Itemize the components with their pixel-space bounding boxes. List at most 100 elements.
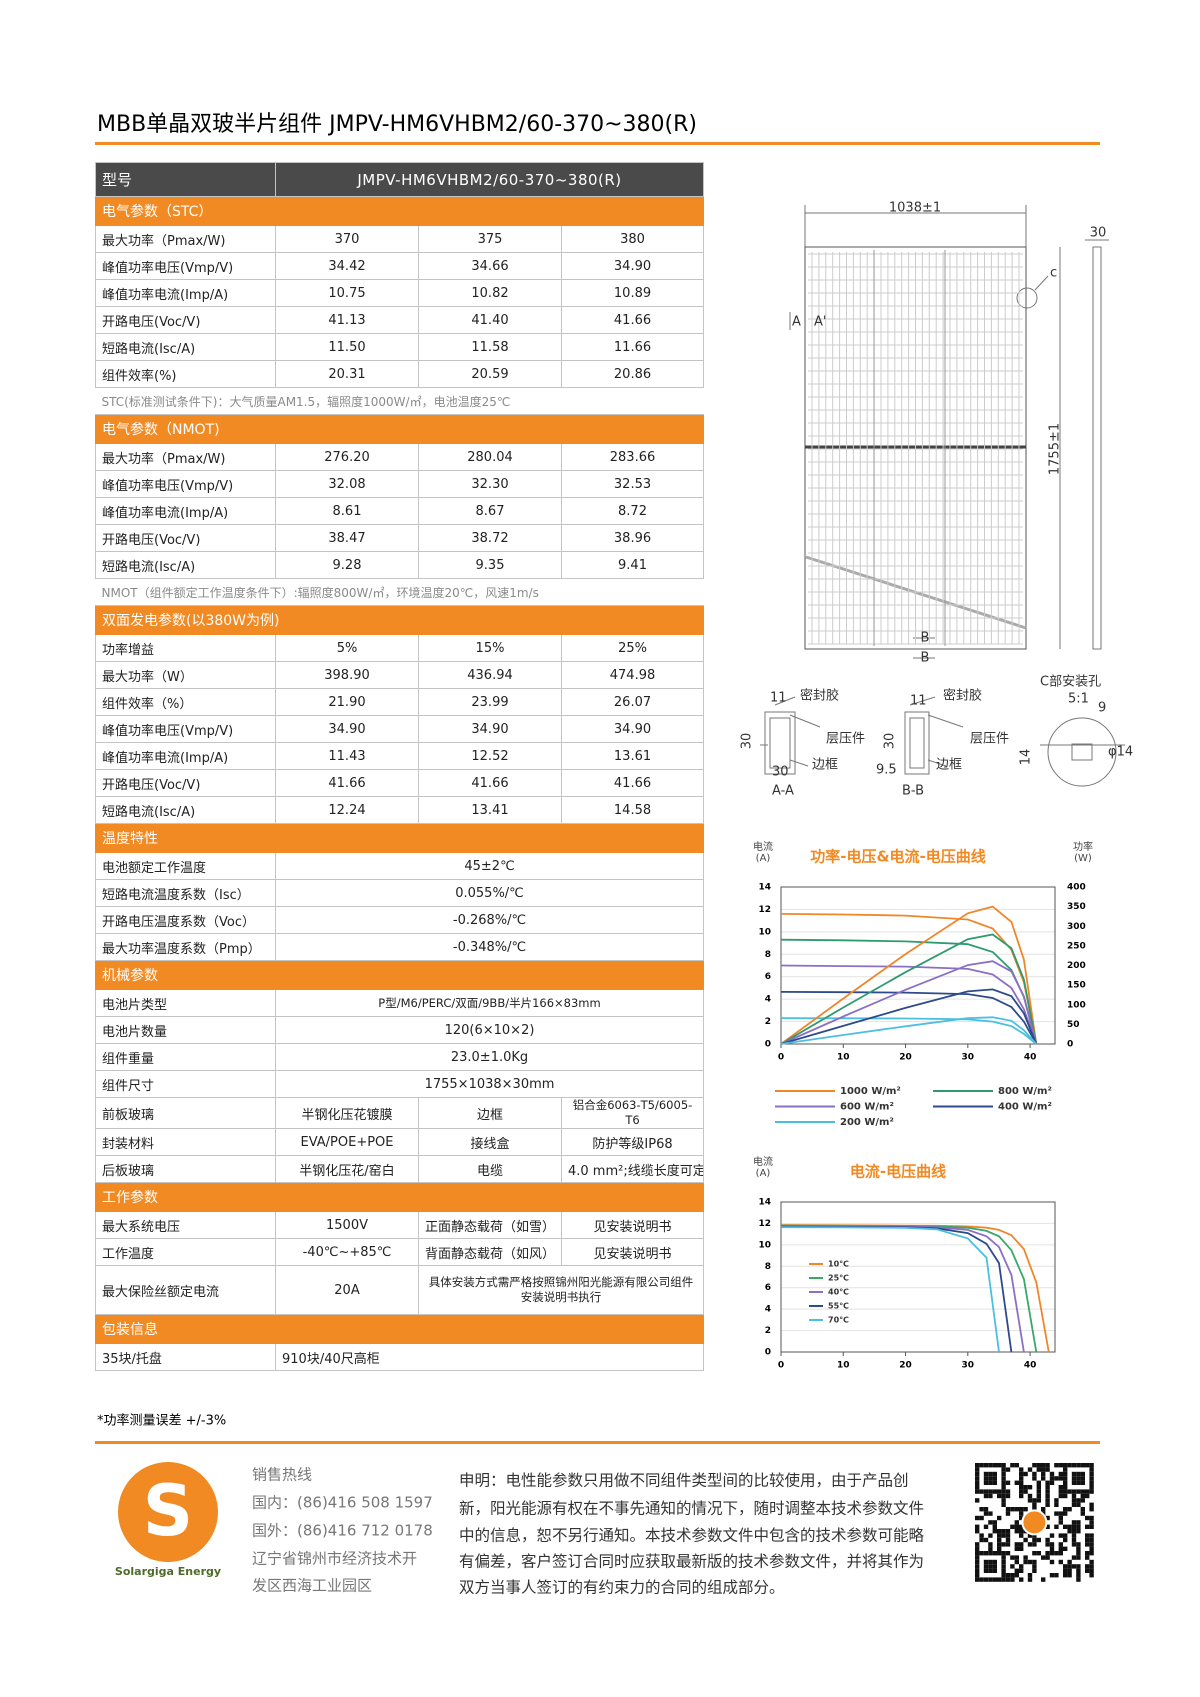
qr-module <box>975 1480 980 1485</box>
qr-module <box>975 1529 980 1534</box>
qr-module <box>1071 1471 1077 1477</box>
cell: 283.66 <box>560 443 705 471</box>
x-tick-label: 20 <box>899 1361 912 1371</box>
cell: 25% <box>560 634 705 662</box>
mount-hole-callout <box>1016 287 1038 309</box>
dim-label: c <box>1050 266 1057 281</box>
qr-module <box>1089 1546 1094 1551</box>
qr-module <box>975 1524 980 1529</box>
qr-module <box>1080 1493 1085 1499</box>
table-head: 型号 JMPV-HM6VHBM2/60-370~380(R) <box>95 162 705 197</box>
cell: 38.47 <box>275 524 419 552</box>
detail-label: C部安装孔 <box>1040 675 1101 690</box>
y2-tick-label: 150 <box>1067 981 1086 991</box>
qr-module <box>1001 1542 1006 1547</box>
qr-module <box>997 1515 1002 1521</box>
leader <box>1034 275 1049 291</box>
cell: 23.0±1.0Kg <box>274 1043 705 1071</box>
qr-module <box>1032 1559 1037 1565</box>
section-row: 电气参数（NMOT) <box>94 414 705 444</box>
part-label: 密封胶 <box>800 688 839 704</box>
section-title: 工作参数 <box>94 1182 705 1212</box>
part-label: 层压件 <box>970 732 1009 747</box>
qr-module <box>1063 1537 1068 1543</box>
section-row: 包装信息 <box>94 1314 705 1344</box>
note: STC(标准测试条件下)：大气质量AM1.5，辐照度1000W/㎡，电池温度25… <box>95 387 704 415</box>
qr-module <box>1045 1489 1050 1494</box>
qr-module <box>1019 1564 1024 1569</box>
row-label: 功率增益 <box>95 634 276 662</box>
qr-module <box>1019 1480 1024 1485</box>
qr-module <box>988 1564 993 1569</box>
qr-module <box>1085 1515 1090 1521</box>
qr-module <box>1019 1476 1024 1481</box>
cell: 11.43 <box>275 742 419 770</box>
qr-module <box>1085 1524 1090 1529</box>
cell: 1755×1038×30mm <box>274 1070 705 1098</box>
part-label: 边框 <box>812 758 838 773</box>
qr-module <box>1027 1493 1033 1499</box>
cell: 电缆 <box>418 1155 562 1183</box>
cell: 38.72 <box>418 524 562 552</box>
contact-line: 销售热线 <box>252 1466 312 1484</box>
cell: 45±2℃ <box>274 852 705 880</box>
qr-module <box>1089 1559 1094 1565</box>
qr-module <box>1058 1493 1063 1499</box>
cell: 8.61 <box>275 497 419 525</box>
x-tick-label: 20 <box>899 1053 912 1063</box>
qr-module <box>1080 1480 1085 1485</box>
head-label: 型号 <box>95 162 276 197</box>
qr-module <box>1071 1524 1077 1529</box>
cell: 41.66 <box>418 769 562 797</box>
part-label: 密封胶 <box>943 688 982 704</box>
cell: 10.75 <box>275 279 419 307</box>
y2-tick-label: 400 <box>1067 883 1086 893</box>
data-row: 最大功率温度系数（Pmp） -0.348%/℃ <box>95 933 705 961</box>
part-label: 边框 <box>936 758 962 773</box>
hole <box>1071 743 1093 761</box>
qr-module <box>1041 1555 1046 1560</box>
qr-module <box>988 1542 993 1547</box>
cell: 防护等级IP68 <box>560 1128 705 1156</box>
y-tick-label: 4 <box>765 1305 771 1315</box>
cell: 1500V <box>275 1211 419 1239</box>
qr-module <box>1063 1533 1068 1538</box>
qr-module <box>983 1493 989 1499</box>
qr-module <box>1014 1463 1019 1468</box>
section-label: A-A <box>772 784 794 799</box>
qr-module <box>1063 1564 1068 1569</box>
legend-label: 70℃ <box>828 1316 849 1325</box>
hole-detail <box>1047 717 1117 787</box>
qr-module <box>1058 1511 1063 1516</box>
qr-module <box>1045 1498 1050 1503</box>
row-label: 最大功率（W） <box>95 661 276 689</box>
qr-module <box>1032 1551 1037 1556</box>
qr-module <box>1071 1493 1077 1499</box>
qr-module <box>1058 1489 1063 1494</box>
qr-module <box>1049 1551 1055 1556</box>
y-tick-label: 12 <box>758 1219 771 1229</box>
qr-module <box>975 1498 980 1503</box>
qr-module <box>1027 1577 1033 1582</box>
qr-module <box>1080 1507 1085 1512</box>
y2-tick-label: 350 <box>1067 902 1086 912</box>
dim-label: 30 <box>740 733 755 750</box>
qr-module <box>975 1485 980 1490</box>
qr-module <box>979 1463 984 1468</box>
qr-module <box>1063 1480 1068 1485</box>
qr-module <box>1023 1489 1028 1494</box>
qr-module <box>1067 1529 1072 1534</box>
series-line <box>780 991 1038 1045</box>
qr-module <box>1001 1463 1006 1468</box>
qr-module <box>1019 1493 1024 1499</box>
data-row: 开路电压(Voc/V) 41.13 41.40 41.66 <box>95 306 705 334</box>
qr-module <box>1085 1542 1090 1547</box>
drawing-labels: 1038±1 30 c A A' 1755±1 B B 11 密封胶 30 层压… <box>740 201 1134 799</box>
cell: 见安装说明书 <box>560 1238 705 1266</box>
qr-module <box>983 1559 989 1565</box>
qr-module <box>1085 1533 1090 1538</box>
row-label: 最大功率（Pmax/W) <box>95 443 276 471</box>
qr-module <box>1019 1568 1024 1573</box>
y2-axis-label: (W) <box>1074 853 1092 864</box>
